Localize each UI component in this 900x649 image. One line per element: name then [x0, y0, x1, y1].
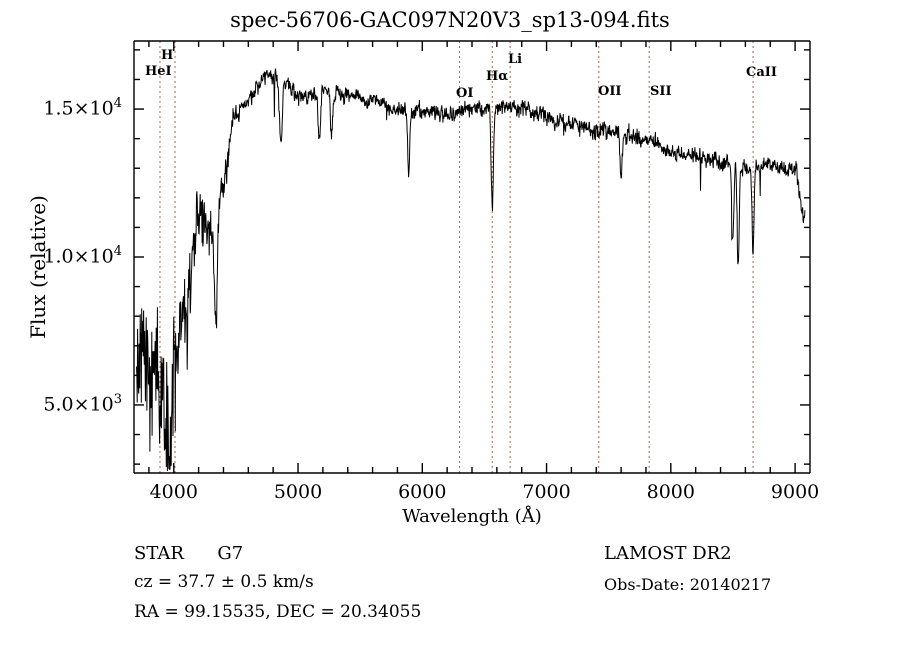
x-tick-label-3: 7000 [522, 481, 571, 503]
line-label-Li: Li [508, 52, 523, 67]
y-tick-label-2: 1.5×104 [0, 96, 122, 119]
line-label-Halpha: Hα [486, 69, 509, 84]
y-tick-label-0: 5.0×103 [0, 392, 122, 415]
meta-cz: cz = 37.7 ± 0.5 km/s [134, 572, 314, 592]
x-tick-label-5: 9000 [770, 481, 820, 503]
spectral-line-markers [159, 41, 754, 473]
line-label-OII: OII [598, 84, 622, 99]
line-label-SII: SII [650, 84, 672, 99]
line-label-OI: OI [456, 86, 474, 101]
x-axis-label: Wavelength (Å) [402, 506, 542, 527]
meta-obs-date: Obs-Date: 20140217 [604, 575, 772, 594]
meta-star-label: STAR [134, 543, 184, 564]
y-tick-mantissa: 1.0×10 [43, 245, 114, 268]
x-tick-label-1: 5000 [273, 481, 323, 503]
meta-object-type: STAR G7 [134, 543, 243, 564]
y-tick-exponent: 3 [113, 391, 122, 407]
y-tick-mantissa: 5.0×10 [43, 393, 114, 416]
x-tick-label-2: 6000 [398, 481, 447, 503]
meta-coordinates: RA = 99.15535, DEC = 20.34055 [134, 602, 422, 622]
meta-survey: LAMOST DR2 [604, 543, 732, 564]
axis-frame [133, 40, 811, 474]
line-label-CaII: CaII [746, 65, 777, 80]
spectrum-curve [136, 68, 806, 472]
y-tick-exponent: 4 [113, 244, 122, 259]
y-tick-label-1: 1.0×104 [0, 244, 122, 267]
line-label-HeI: HeI [145, 64, 172, 79]
page-title: spec-56706-GAC097N20V3_sp13-094.fits [230, 8, 670, 32]
line-label-H: H [161, 48, 174, 63]
x-tick-label-4: 8000 [646, 481, 695, 503]
y-tick-exponent: 4 [113, 96, 122, 112]
meta-spectral-class: G7 [217, 543, 244, 564]
y-tick-mantissa: 1.5×10 [43, 97, 114, 120]
x-tick-label-0: 4000 [149, 481, 198, 503]
